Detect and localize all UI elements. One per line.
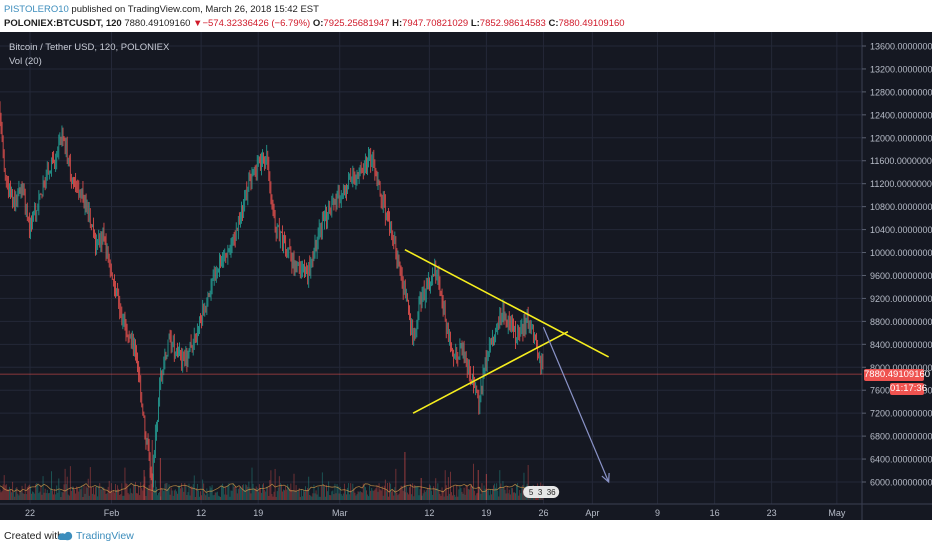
created-with-text: Created with (4, 530, 63, 542)
close-label: C: (545, 18, 559, 29)
price-tick-label: 9600.00000000 (870, 271, 932, 281)
time-tick-label: 9 (655, 508, 660, 518)
price-tick-label: 8800.00000000 (870, 317, 932, 327)
symbol-label: POLONIEX:BTCUSDT, 120 (4, 18, 122, 29)
time-tick-label: Mar (332, 508, 348, 518)
ohlc-line: POLONIEX:BTCUSDT, 120 7880.49109160 ▼−57… (4, 18, 625, 29)
chart-legend: Bitcoin / Tether USD, 120, POLONIEX Vol … (9, 41, 169, 69)
price-tick-label: 10400.00000000 (870, 225, 932, 235)
time-tick-label: 12 (196, 508, 206, 518)
low-label: L: (468, 18, 480, 29)
projection-arrow (542, 326, 610, 483)
publish-line: PISTOLERO10 published on TradingView.com… (4, 4, 319, 15)
low-value: 7852.98614583 (479, 18, 546, 29)
chart-header: PISTOLERO10 published on TradingView.com… (0, 0, 932, 32)
high-label: H: (389, 18, 403, 29)
price-tick-label: 8400.00000000 (870, 340, 932, 350)
time-tick-label: 16 (710, 508, 720, 518)
down-arrow-icon: ▼ (193, 18, 203, 29)
price-tick-label: 6800.00000000 (870, 432, 932, 442)
high-value: 7947.70821029 (402, 18, 469, 29)
price-tick-label: 6400.00000000 (870, 455, 932, 465)
tradingview-brand-link[interactable]: TradingView (76, 530, 134, 542)
open-value: 7925.25681947 (323, 18, 390, 29)
event-count-b: 3 (538, 488, 543, 497)
close-value: 7880.49109160 (558, 18, 625, 29)
event-count-a: 5 (529, 488, 534, 497)
price-tick-label: 13600.00000000 (870, 42, 932, 52)
change-value: −574.32336426 (−6.79%) (202, 18, 311, 29)
chart-pane[interactable]: 13600.00000000 13200.00000000 12800.000000… (0, 32, 932, 520)
last-price: 7880.49109160 (121, 18, 194, 29)
time-tick-label: May (828, 508, 846, 518)
time-tick-label: 22 (25, 508, 35, 518)
last-price-badge: 7880.49109160 (864, 369, 931, 381)
time-tick-label: 19 (253, 508, 263, 518)
events-badge (523, 486, 560, 498)
event-count-c: 36 (547, 488, 556, 497)
time-tick-label: 26 (538, 508, 548, 518)
price-tick-label: 7200.00000000 (870, 409, 932, 419)
author-link[interactable]: PISTOLERO10 (4, 4, 69, 15)
countdown-badge: 01:17:36 (890, 383, 927, 395)
time-tick-label: Apr (585, 508, 599, 518)
time-tick-label: 19 (481, 508, 491, 518)
volume-legend: Vol (20) (9, 56, 42, 67)
open-label: O: (310, 18, 324, 29)
price-tick-label: 12000.00000000 (870, 133, 932, 143)
series-legend: Bitcoin / Tether USD, 120, POLONIEX (9, 42, 170, 53)
time-tick-label: 12 (424, 508, 434, 518)
arrow-head-icon (601, 472, 610, 484)
upper-trendline (404, 248, 610, 358)
price-tick-label: 6000.00000000 (870, 478, 932, 488)
price-tick-label: 10800.00000000 (870, 202, 932, 212)
footer: Created with TradingView (0, 520, 932, 550)
price-tick-label: 12400.00000000 (870, 110, 932, 120)
published-text: published on TradingView.com, March 26, … (68, 4, 319, 15)
price-tick-label: 13200.00000000 (870, 64, 932, 74)
time-tick-label: Feb (104, 508, 120, 518)
volume-ma-line (0, 482, 543, 494)
price-chart[interactable]: 13600.00000000 13200.00000000 12800.000000… (0, 32, 932, 520)
price-tick-label: 8000.00000000 (870, 363, 932, 373)
price-tick-label: 9200.00000000 (870, 294, 932, 304)
price-tick-label: 11200.00000000 (870, 179, 932, 189)
price-tick-label: 12800.00000000 (870, 87, 932, 97)
time-tick-label: 23 (767, 508, 777, 518)
price-tick-label: 10000.00000000 (870, 248, 932, 258)
tradingview-logo-icon (58, 531, 73, 541)
price-tick-label: 11600.00000000 (870, 156, 932, 166)
lower-trendline (412, 330, 569, 414)
